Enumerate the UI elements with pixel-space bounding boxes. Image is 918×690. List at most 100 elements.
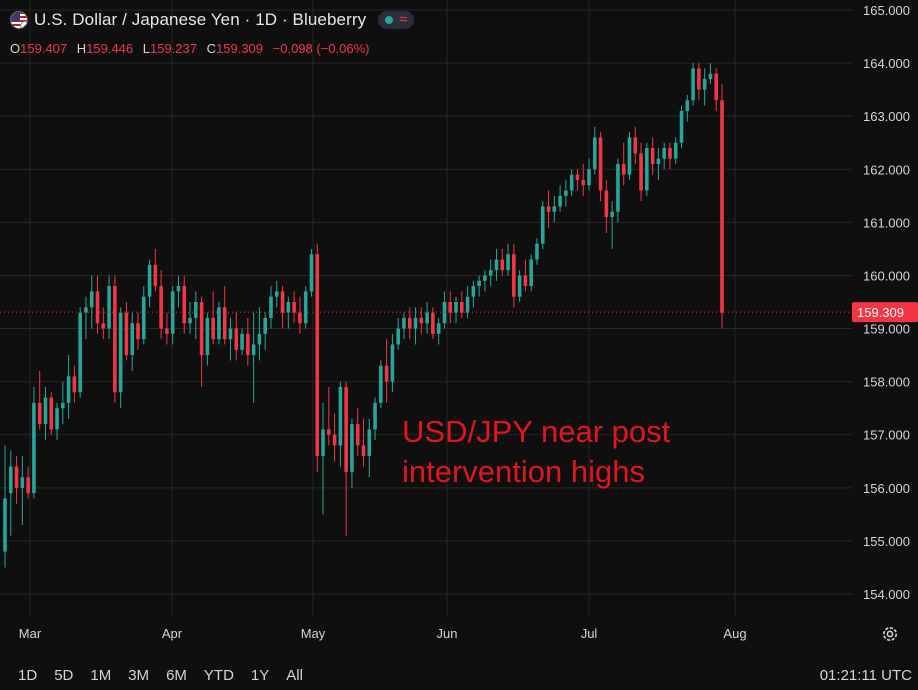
candle[interactable]: [592, 126, 597, 175]
candle[interactable]: [621, 142, 626, 186]
candle[interactable]: [477, 275, 481, 297]
candle[interactable]: [598, 132, 603, 202]
candle[interactable]: [564, 179, 568, 207]
candle[interactable]: [390, 333, 395, 393]
candle[interactable]: [8, 450, 13, 536]
candle[interactable]: [645, 142, 649, 196]
candle[interactable]: [315, 243, 320, 472]
candle[interactable]: [246, 317, 250, 366]
candle[interactable]: [552, 195, 557, 223]
candle[interactable]: [14, 455, 19, 504]
candle[interactable]: [234, 312, 239, 361]
candle[interactable]: [500, 248, 505, 276]
candle[interactable]: [454, 296, 458, 324]
candle[interactable]: [251, 312, 256, 403]
candle[interactable]: [656, 148, 661, 180]
range-button-1y[interactable]: 1Y: [250, 667, 270, 684]
candle[interactable]: [350, 418, 354, 488]
candle[interactable]: [367, 418, 372, 478]
range-button-all[interactable]: All: [286, 667, 303, 684]
candle[interactable]: [26, 466, 30, 499]
candle[interactable]: [436, 317, 441, 345]
range-button-5d[interactable]: 5D: [54, 667, 74, 684]
candle[interactable]: [20, 455, 25, 525]
candle[interactable]: [720, 84, 724, 329]
candle[interactable]: [309, 248, 314, 297]
candle[interactable]: [569, 169, 574, 196]
candle[interactable]: [668, 142, 672, 170]
candle[interactable]: [540, 201, 545, 249]
candle[interactable]: [361, 418, 366, 467]
range-button-ytd[interactable]: YTD: [203, 667, 234, 684]
candle[interactable]: [176, 275, 181, 308]
candle[interactable]: [153, 248, 158, 292]
range-button-1m[interactable]: 1M: [90, 667, 112, 684]
candle[interactable]: [78, 307, 82, 398]
candle[interactable]: [702, 68, 707, 106]
symbol-title[interactable]: U.S. Dollar / Japanese Yen · 1D · Bluebe…: [34, 10, 367, 29]
candle[interactable]: [165, 312, 169, 345]
candle[interactable]: [61, 381, 65, 425]
candle[interactable]: [32, 386, 36, 499]
candle[interactable]: [199, 296, 204, 387]
candle[interactable]: [494, 248, 499, 281]
candle[interactable]: [344, 381, 348, 536]
candle[interactable]: [708, 63, 713, 85]
candle[interactable]: [194, 291, 198, 340]
candle[interactable]: [506, 243, 510, 276]
candle[interactable]: [240, 328, 244, 356]
candle[interactable]: [697, 63, 701, 101]
candle[interactable]: [170, 286, 175, 345]
candle[interactable]: [512, 243, 516, 308]
candle[interactable]: [321, 402, 325, 515]
candle[interactable]: [136, 312, 140, 350]
candle[interactable]: [327, 386, 331, 446]
candle[interactable]: [205, 312, 210, 366]
candle[interactable]: [425, 302, 429, 334]
candle[interactable]: [379, 360, 383, 409]
candle[interactable]: [257, 307, 262, 361]
candle[interactable]: [118, 307, 123, 409]
candle[interactable]: [130, 312, 135, 372]
candle[interactable]: [413, 307, 418, 345]
candle[interactable]: [303, 286, 308, 329]
candle[interactable]: [650, 137, 655, 175]
candle[interactable]: [662, 142, 666, 170]
candle[interactable]: [419, 307, 424, 334]
candle[interactable]: [101, 307, 106, 340]
candle[interactable]: [107, 275, 111, 340]
market-status-pill[interactable]: ≈: [378, 11, 415, 29]
candle[interactable]: [483, 270, 487, 292]
candle[interactable]: [66, 355, 71, 419]
candle[interactable]: [517, 270, 522, 302]
candle[interactable]: [49, 392, 54, 435]
gear-icon[interactable]: [880, 624, 900, 644]
candle[interactable]: [384, 339, 389, 403]
candle[interactable]: [228, 317, 233, 361]
candle[interactable]: [217, 302, 221, 345]
utc-clock[interactable]: 01:21:11 UTC: [819, 667, 912, 684]
candle[interactable]: [448, 291, 453, 324]
candle[interactable]: [639, 142, 643, 202]
candle[interactable]: [147, 259, 152, 308]
candle[interactable]: [113, 275, 117, 403]
range-button-3m[interactable]: 3M: [128, 667, 150, 684]
candle[interactable]: [402, 312, 406, 340]
candle[interactable]: [523, 259, 528, 292]
candle[interactable]: [84, 296, 88, 340]
candle[interactable]: [338, 381, 343, 467]
candle[interactable]: [581, 163, 586, 196]
range-button-1d[interactable]: 1D: [18, 667, 38, 684]
candle[interactable]: [332, 413, 337, 462]
candle[interactable]: [558, 185, 562, 212]
candle[interactable]: [691, 63, 695, 106]
candle[interactable]: [460, 291, 464, 318]
candle[interactable]: [55, 402, 59, 441]
candle[interactable]: [89, 275, 94, 329]
candle[interactable]: [407, 307, 412, 340]
candle[interactable]: [616, 158, 620, 223]
candle[interactable]: [124, 302, 129, 361]
candle[interactable]: [373, 397, 377, 441]
candle[interactable]: [72, 365, 77, 403]
